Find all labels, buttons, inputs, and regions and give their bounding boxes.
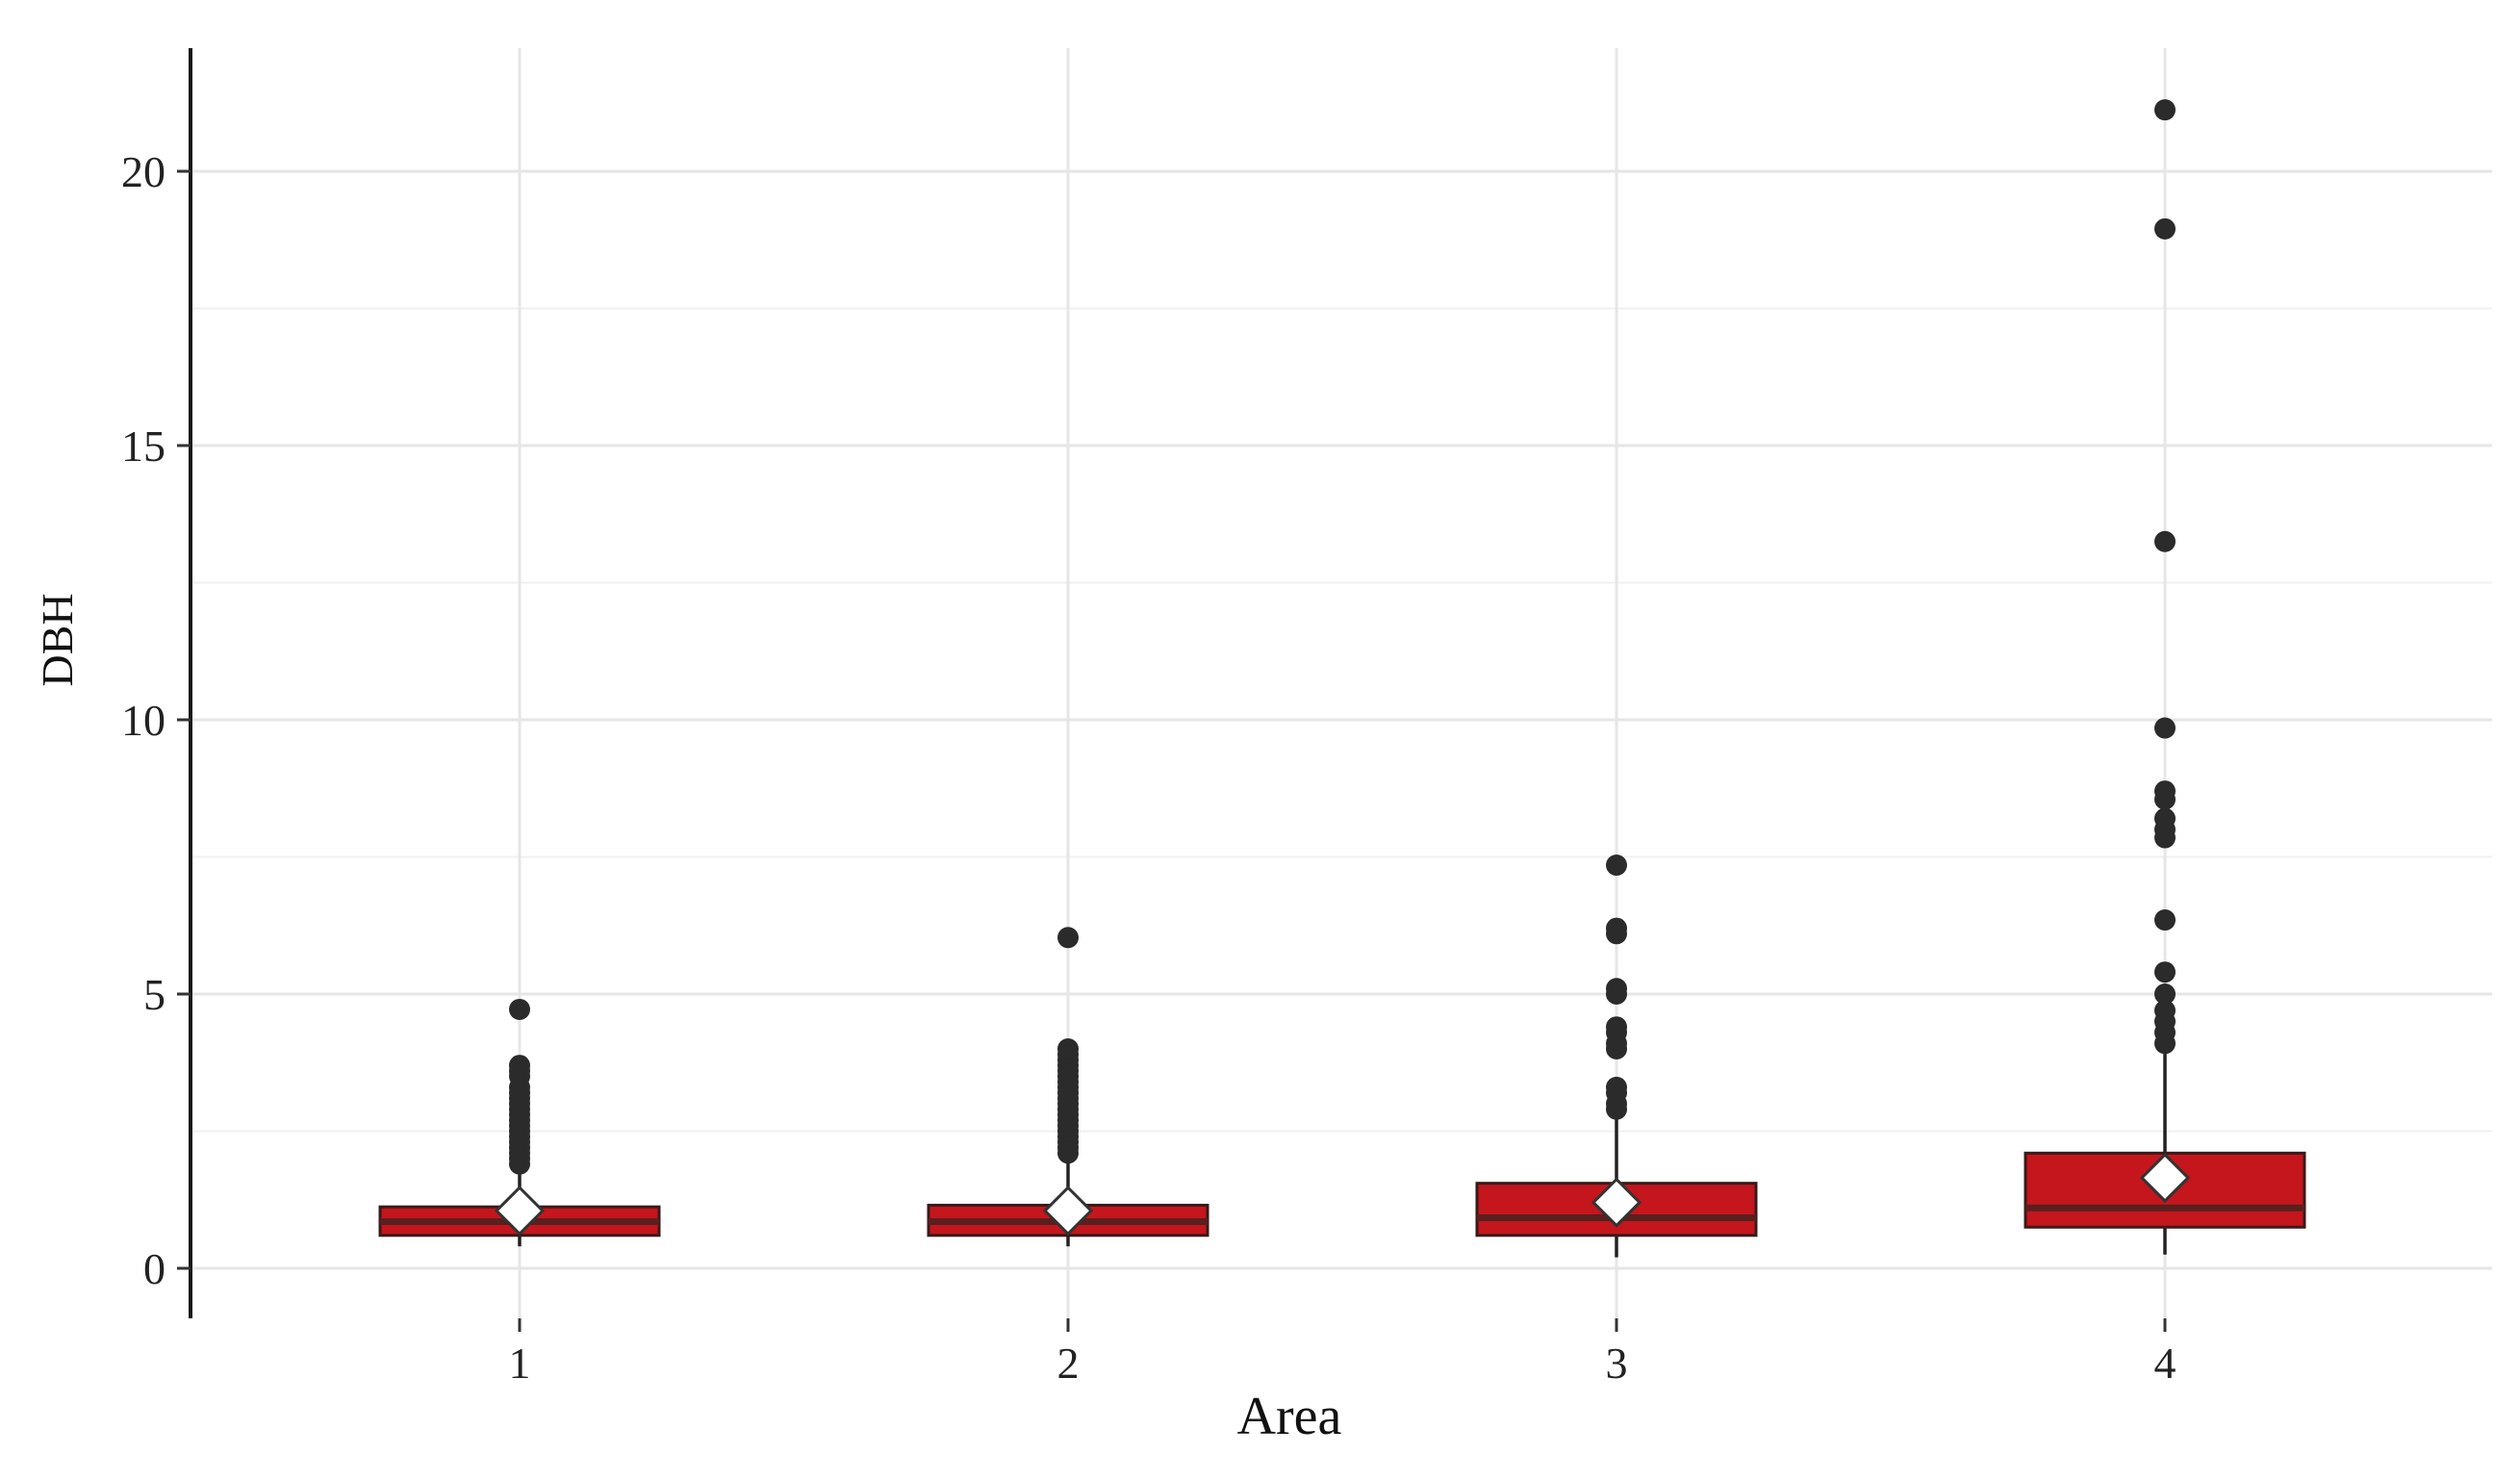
outlier-point	[2154, 780, 2176, 803]
y-axis-title: DBH	[33, 593, 82, 686]
y-tick-label: 5	[143, 970, 165, 1019]
outlier-point	[1606, 1016, 1627, 1038]
y-tick-label: 10	[121, 696, 165, 745]
grid-lines	[191, 48, 2492, 1318]
mean-marker	[1591, 1177, 1642, 1228]
x-tick-label: 2	[1057, 1339, 1080, 1388]
outlier-point	[509, 998, 530, 1020]
outlier-point	[1606, 917, 1627, 939]
outlier-point	[2154, 1000, 2176, 1022]
outlier-point	[2154, 807, 2176, 829]
outlier-points	[509, 99, 2176, 1175]
outlier-point	[2154, 961, 2176, 983]
labels: Area DBH 0 5 10 15 20 1 2 3 4	[33, 147, 2176, 1446]
outlier-point	[1606, 855, 1627, 877]
x-tick-label: 1	[509, 1339, 531, 1388]
mean-marker	[494, 1186, 546, 1237]
x-tick-label: 4	[2154, 1339, 2176, 1388]
outlier-point	[1057, 927, 1079, 949]
x-tick-label: 3	[1606, 1339, 1628, 1388]
y-tick-label: 20	[121, 147, 165, 196]
outlier-point	[2154, 530, 2176, 552]
outlier-point	[2154, 983, 2176, 1005]
outlier-point	[1606, 1076, 1627, 1098]
y-tick-label: 15	[121, 421, 165, 471]
outlier-point	[1606, 978, 1627, 1000]
outlier-point	[509, 1055, 530, 1077]
outlier-point	[1057, 1038, 1079, 1059]
outlier-point	[2154, 99, 2176, 121]
y-tick-label: 0	[143, 1244, 165, 1293]
outlier-point	[2154, 217, 2176, 240]
x-axis-title: Area	[1237, 1387, 1342, 1446]
mean-markers	[494, 1152, 2191, 1237]
mean-marker	[2139, 1152, 2191, 1204]
outlier-point	[2154, 717, 2176, 739]
axes	[177, 48, 2167, 1332]
outlier-point	[2154, 909, 2176, 931]
boxes	[378, 1049, 2306, 1258]
mean-marker	[1042, 1186, 1094, 1237]
